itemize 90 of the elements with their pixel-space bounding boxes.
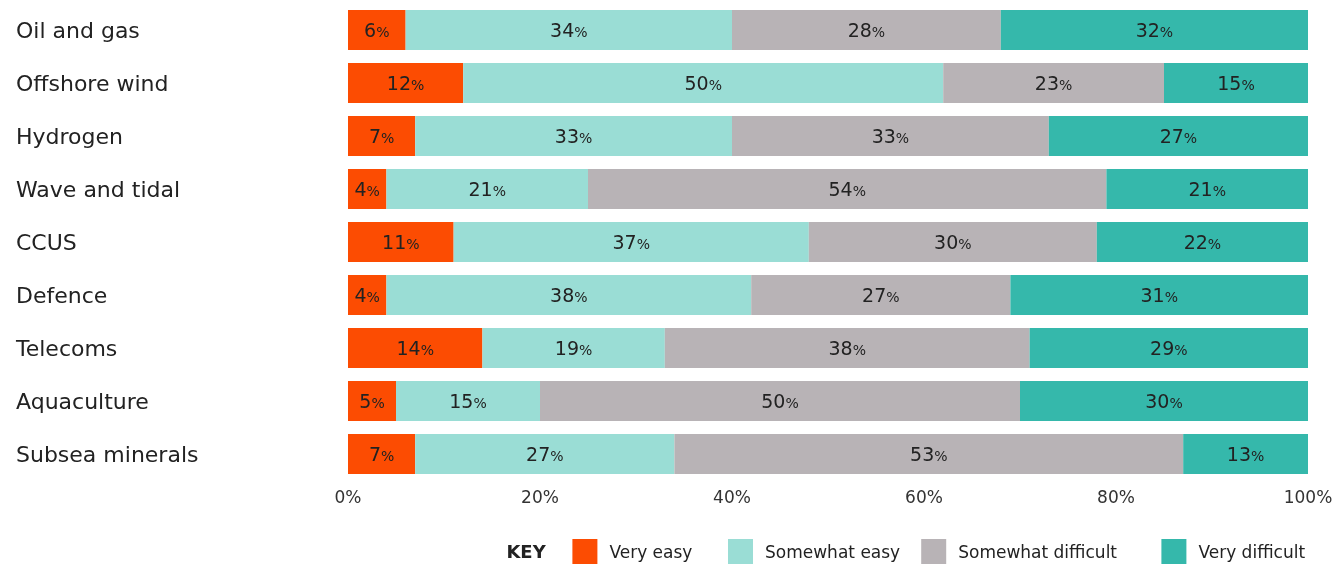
data-label: 33% [554, 125, 593, 147]
data-label: 28% [847, 19, 886, 41]
data-label: 22% [1183, 231, 1222, 253]
bar [943, 63, 1164, 103]
data-label: 34% [550, 19, 588, 41]
y-tick-label: Telecoms [15, 336, 118, 361]
bar [348, 381, 396, 421]
bar [482, 328, 665, 368]
data-label: 19% [554, 337, 593, 359]
bar [348, 10, 406, 50]
y-tick-label: Defence [16, 283, 108, 308]
bar [1048, 116, 1308, 156]
x-tick-label: 100% [1283, 487, 1333, 507]
bar [348, 328, 483, 368]
y-tick-label: Hydrogen [16, 124, 123, 149]
bar [1164, 63, 1308, 103]
bar [1020, 381, 1308, 421]
bar [415, 434, 675, 474]
legend-title: KEY [506, 541, 547, 562]
y-tick-label: Aquaculture [16, 389, 149, 414]
bar [1096, 222, 1308, 262]
data-label: 15% [1217, 72, 1255, 94]
data-label: 4% [354, 178, 380, 200]
bar [415, 116, 732, 156]
bar [348, 222, 454, 262]
data-label: 50% [684, 72, 722, 94]
y-tick-label: Subsea minerals [16, 442, 199, 467]
data-label: 53% [910, 443, 948, 465]
data-label: 6% [364, 19, 390, 41]
bar [453, 222, 809, 262]
bar [348, 434, 416, 474]
x-tick-label: 40% [713, 487, 751, 507]
bar [386, 275, 752, 315]
bar [1010, 275, 1308, 315]
bar [588, 169, 1107, 209]
data-label: 14% [396, 337, 434, 359]
legend-label: Very easy [609, 542, 693, 562]
y-tick-label: Wave and tidal [16, 177, 181, 202]
bar [674, 434, 1184, 474]
x-tick-label: 80% [1097, 487, 1135, 507]
bar [348, 116, 416, 156]
data-label: 11% [382, 231, 420, 253]
bar [540, 381, 1020, 421]
data-label: 32% [1135, 19, 1174, 41]
bar [348, 63, 464, 103]
bar [1106, 169, 1308, 209]
bar [664, 328, 1030, 368]
bar [396, 381, 540, 421]
bar [751, 275, 1011, 315]
data-label: 30% [934, 231, 972, 253]
data-label: 5% [359, 390, 385, 412]
data-label: 23% [1034, 72, 1073, 94]
bar [1000, 10, 1308, 50]
bar [732, 116, 1049, 156]
y-tick-label: CCUS [16, 230, 77, 255]
data-label: 30% [1145, 390, 1183, 412]
bar [1183, 434, 1308, 474]
data-label: 12% [386, 72, 425, 94]
data-label: 33% [871, 125, 910, 147]
bar [1029, 328, 1308, 368]
data-label: 31% [1140, 284, 1178, 306]
data-label: 7% [368, 125, 395, 147]
data-label: 13% [1226, 443, 1265, 465]
data-label: 4% [354, 284, 380, 306]
data-label: 27% [526, 443, 564, 465]
y-tick-label: Oil and gas [16, 18, 140, 43]
bar [808, 222, 1097, 262]
x-tick-label: 0% [334, 487, 362, 507]
x-tick-label: 60% [905, 487, 943, 507]
data-label: 38% [550, 284, 588, 306]
x-tick-label: 20% [521, 487, 559, 507]
data-label: 37% [612, 231, 650, 253]
bar [405, 10, 732, 50]
bar [386, 169, 588, 209]
legend-label: Somewhat easy [765, 542, 901, 562]
y-tick-label: Offshore wind [16, 71, 169, 96]
data-label: 27% [862, 284, 900, 306]
bar [732, 10, 1001, 50]
data-label: 15% [449, 390, 487, 412]
data-label: 54% [828, 178, 866, 200]
data-label: 29% [1150, 337, 1188, 359]
data-label: 27% [1159, 125, 1198, 147]
data-label: 50% [761, 390, 799, 412]
legend-label: Somewhat difficult [958, 542, 1118, 562]
data-label: 21% [468, 178, 506, 200]
legend-label: Very difficult [1198, 542, 1306, 562]
data-label: 21% [1188, 178, 1226, 200]
data-label: 38% [828, 337, 866, 359]
data-label: 7% [368, 443, 395, 465]
bar [463, 63, 944, 103]
